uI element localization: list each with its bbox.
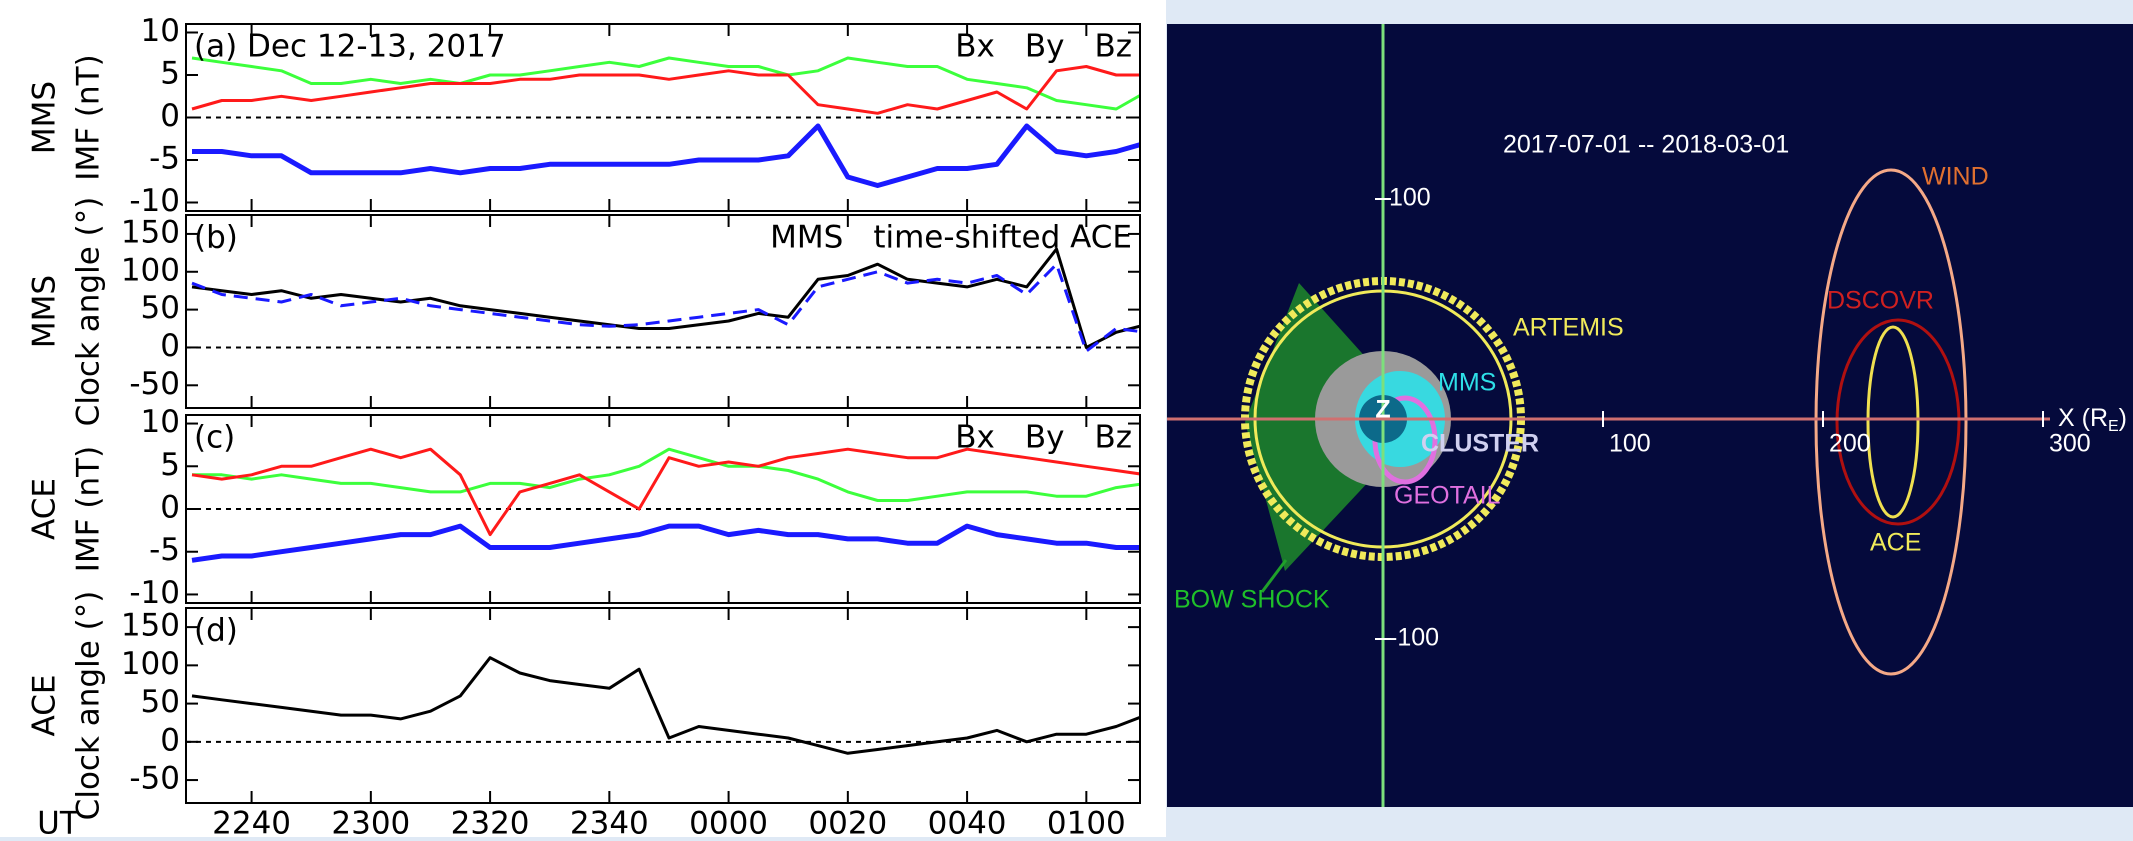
y-tick-label: 10 [141, 13, 180, 49]
orbit-x-tick-label: 200 [1829, 430, 1871, 458]
legend-entry: Bz [1094, 29, 1132, 65]
y-axis-label: ACE [27, 675, 63, 737]
x-tick-label: 0100 [1047, 806, 1126, 838]
legend-entry: Bz [1094, 420, 1132, 456]
legend-entry: MMS [770, 220, 843, 256]
y-tick-label: 100 [121, 646, 180, 682]
figure: 2017-07-01 -- 2018-03-01 Z WIND DSCOVR A… [0, 0, 2133, 837]
x-axis-label-sub: E [2108, 418, 2119, 435]
y-axis-label: IMF (nT) [71, 54, 107, 180]
x-axis-label-main: X (R [2058, 404, 2108, 432]
y-axis-label: Clock angle (°) [71, 591, 107, 821]
date-range: 2017-07-01 -- 2018-03-01 [1503, 131, 1789, 159]
geotail-label: GEOTAIL [1394, 482, 1501, 510]
x-tick-label: 2340 [570, 806, 649, 838]
legend-entry: Bx [955, 420, 995, 456]
x-tick-label: 0040 [928, 806, 1007, 838]
y-tick-label: 0 [160, 490, 180, 526]
y-tick-label: 0 [160, 328, 180, 364]
y-tick-label: 50 [141, 684, 180, 720]
x-tick-label: 0000 [689, 806, 768, 838]
x-axis-label-end: ) [2119, 404, 2127, 432]
orbit-y-tick-label: -100 [1389, 624, 1439, 652]
y-tick-label: 0 [160, 98, 180, 134]
x-tick-label: 2240 [212, 806, 291, 838]
y-axis-label: MMS [27, 275, 63, 348]
legend-entry: By [1025, 420, 1065, 456]
legend-entry: time-shifted ACE [873, 220, 1132, 256]
y-tick-label: 100 [121, 252, 180, 288]
orbit-x-tick-label: 100 [1609, 430, 1651, 458]
legend-entry: By [1025, 29, 1065, 65]
y-tick-label: 50 [141, 290, 180, 326]
panel-label: (a) Dec 12-13, 2017 [194, 29, 506, 65]
bow-shock-label: BOW SHOCK [1174, 586, 1330, 614]
y-tick-label: 5 [160, 56, 180, 92]
y-tick-label: -50 [129, 761, 180, 797]
x-tick-label: 0020 [808, 806, 887, 838]
orbit-y-tick-label: 100 [1389, 184, 1431, 212]
panel-label: (b) [194, 220, 238, 256]
y-tick-label: 150 [121, 608, 180, 644]
y-axis-label: MMS [27, 81, 63, 154]
dscovr-label: DSCOVR [1827, 287, 1934, 315]
wind-label: WIND [1922, 163, 1989, 191]
origin-label: Z [1375, 396, 1390, 424]
orbit-x-tick-label: 300 [2049, 430, 2091, 458]
y-axis-label: IMF (nT) [71, 446, 107, 572]
mms-label: MMS [1438, 369, 1496, 397]
y-tick-label: -50 [129, 366, 180, 402]
y-axis-label: Clock angle (°) [71, 197, 107, 427]
y-tick-label: 150 [121, 214, 180, 250]
x-tick-label: 2300 [331, 806, 410, 838]
y-tick-label: 5 [160, 447, 180, 483]
y-tick-label: 0 [160, 722, 180, 758]
y-tick-label: -5 [149, 532, 180, 568]
y-tick-label: 10 [141, 404, 180, 440]
ace-label: ACE [1870, 529, 1921, 557]
legend-entry: Bx [955, 29, 995, 65]
panel-label: (c) [194, 420, 235, 456]
x-tick-label: 2320 [451, 806, 530, 838]
y-tick-label: -5 [149, 141, 180, 177]
artemis-label: ARTEMIS [1513, 314, 1624, 342]
cluster-label: CLUSTER [1421, 430, 1539, 458]
page: 2017-07-01 -- 2018-03-01 Z WIND DSCOVR A… [0, 0, 2133, 837]
panel-label: (d) [194, 613, 238, 649]
y-tick-label: -10 [129, 575, 180, 611]
y-axis-label: ACE [27, 478, 63, 540]
